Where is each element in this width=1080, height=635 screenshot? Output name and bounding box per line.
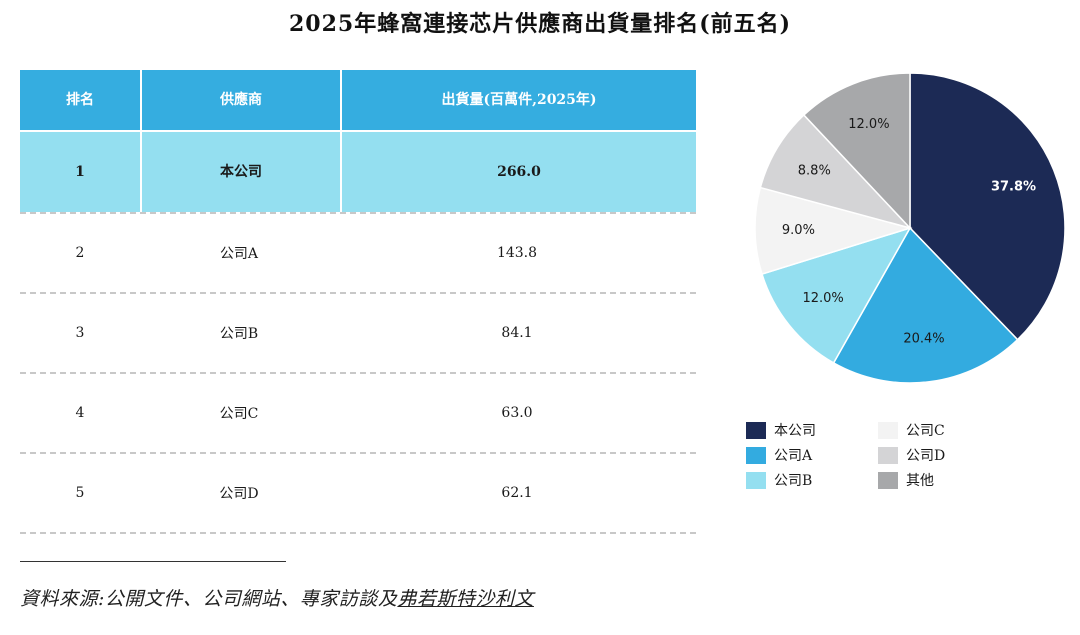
cell-value: 143.8 [496, 245, 538, 261]
cell-supplier: 本公司 [142, 132, 342, 212]
chart-title: 2025年蜂窩連接芯片供應商出貨量排名(前五名) [288, 11, 792, 37]
cell-value: 266.0 [497, 164, 541, 180]
source-underlined: 弗若斯特沙利文 [397, 588, 534, 610]
header-shipment: 出貨量(百萬件,2025年) [441, 92, 597, 108]
legend-item: 公司A [746, 445, 812, 465]
table-row: 2 公司A 143.8 [20, 212, 696, 294]
cell-value: 62.1 [501, 485, 533, 501]
legend-swatch [878, 421, 898, 439]
pie-slice-4 [759, 113, 913, 230]
pie-data-label: 9.0% [782, 223, 815, 238]
pie-data-label: 12.0% [802, 291, 843, 306]
table-row: 3 公司B 84.1 [20, 294, 696, 374]
legend-item: 公司B [746, 470, 812, 490]
legend-swatch [878, 446, 898, 464]
legend-label: 本公司 [774, 423, 816, 439]
cell-rank: 1 [20, 132, 142, 212]
legend-label: 公司C [906, 423, 945, 439]
cell-supplier: 公司A [219, 246, 259, 262]
legend-item: 公司D [878, 445, 945, 465]
header-rank: 排名 [20, 70, 142, 130]
pie-data-label: 20.4% [903, 332, 944, 347]
source-prefix: 資料來源:公開文件、公司網站、專家訪談及 [20, 588, 398, 610]
cell-value: 84.1 [501, 325, 533, 341]
pie-slice-5 [802, 72, 911, 230]
legend-label: 公司D [906, 448, 946, 464]
pie-slice-3 [754, 186, 913, 275]
legend-item: 公司C [878, 420, 945, 440]
pie-data-label: 37.8% [991, 179, 1036, 194]
cell-rank: 2 [75, 245, 85, 261]
table-row: 5 公司D 62.1 [20, 454, 696, 534]
cell-rank: 5 [75, 485, 85, 501]
pie-data-label: 8.8% [798, 164, 831, 179]
legend-label: 公司B [774, 473, 813, 489]
table-row: 4 公司C 63.0 [20, 374, 696, 454]
cell-supplier: 公司B [219, 326, 259, 342]
source-note: 資料來源:公開文件、公司網站、專家訪談及弗若斯特沙利文 [20, 584, 534, 611]
legend-label: 其他 [906, 473, 934, 489]
pie-chart: 37.8% 20.4% 12.0% 9.0% 8.8% 12.0% [754, 72, 1066, 384]
legend-swatch [746, 446, 766, 464]
source-divider [20, 561, 286, 562]
ranking-table: 排名 供應商 出貨量(百萬件,2025年) 1 本公司 266.0 2 公司A … [20, 70, 696, 534]
pie-slice-2 [761, 226, 912, 364]
legend-item: 其他 [878, 470, 934, 490]
cell-supplier: 公司C [219, 406, 259, 422]
legend-swatch [878, 471, 898, 489]
cell-rank: 4 [75, 405, 85, 421]
pie-data-label: 12.0% [848, 117, 889, 132]
header-supplier: 供應商 [142, 70, 342, 130]
legend-swatch [746, 471, 766, 489]
cell-rank: 3 [75, 325, 85, 341]
cell-value: 63.0 [501, 405, 533, 421]
legend-label: 公司A [774, 448, 813, 464]
pie-slice-0 [909, 72, 1066, 341]
table-header-row: 排名 供應商 出貨量(百萬件,2025年) [20, 70, 696, 130]
legend-item: 本公司 [746, 420, 816, 440]
cell-supplier: 公司D [219, 486, 259, 502]
table-row: 1 本公司 266.0 [20, 132, 696, 212]
pie-slice-1 [832, 226, 1019, 384]
legend-swatch [746, 421, 766, 439]
